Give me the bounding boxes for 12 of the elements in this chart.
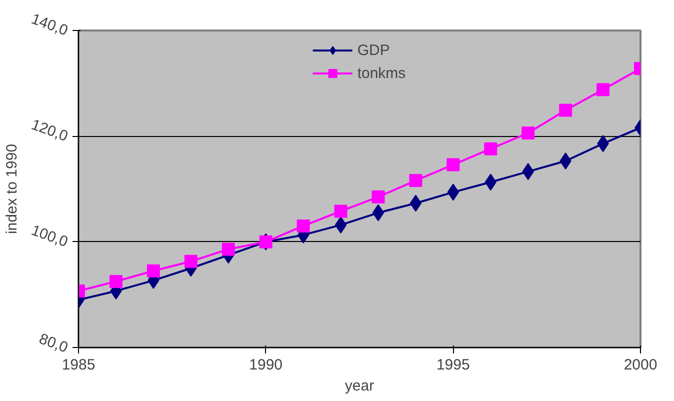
legend-label: GDP [357,42,390,58]
y-tick-label: 80,0 [36,330,70,356]
x-tick-label: 1985 [62,356,96,374]
y-tick-label: 120,0 [28,116,70,146]
x-tick-label: 1995 [436,356,470,374]
x-axis-title: year [344,378,374,394]
y-tick-label: 100,0 [28,222,70,251]
x-tick-label: 2000 [624,356,658,374]
x-tick-label: 1990 [249,356,283,374]
y-tick-label: 140,0 [28,10,70,40]
y-axis-title: index to 1990 [3,144,20,234]
legend-label: tonkms [357,64,406,82]
